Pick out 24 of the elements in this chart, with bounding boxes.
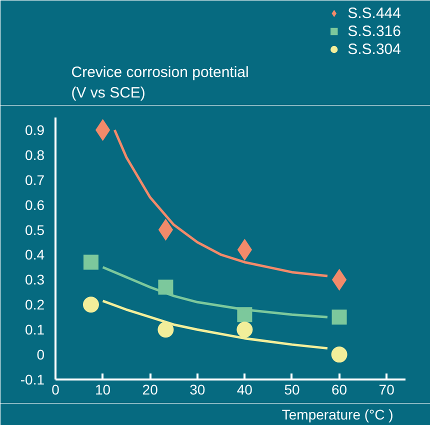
y-tick-label: 0.1 [25, 322, 45, 338]
x-tick-label: 70 [378, 382, 395, 398]
y-tick-label: 0.3 [25, 272, 45, 288]
y-tick-label: 0.5 [25, 222, 45, 238]
x-tick-label: 10 [95, 382, 111, 398]
x-tick-label: 30 [190, 382, 206, 398]
y-tick-label: 0.9 [25, 122, 45, 138]
legend-label: S.S.444 [348, 4, 401, 22]
y-tick-label: 0.7 [25, 172, 45, 188]
x-tick-label: 20 [142, 382, 158, 398]
legend-label: S.S.316 [348, 22, 401, 40]
x-tick-label: 0 [52, 382, 60, 398]
y-tick-label: -0.1 [20, 372, 45, 388]
y-tick-label: 0.4 [25, 246, 45, 263]
x-tick-label: 60 [332, 382, 348, 398]
y-axis-title: Crevice corrosion potential (V vs SCE) [71, 64, 249, 102]
y-tick-label: 0 [36, 346, 45, 363]
x-axis-title: Temperature (°C ) [282, 406, 394, 422]
x-tick-label: 40 [236, 382, 253, 398]
x-tick-label: 50 [284, 382, 300, 398]
y-tick-label: 0.8 [25, 146, 45, 163]
legend-label: S.S.304 [348, 40, 401, 58]
y-tick-label: 0.2 [25, 296, 45, 313]
y-tick-label: 0.6 [25, 196, 45, 213]
